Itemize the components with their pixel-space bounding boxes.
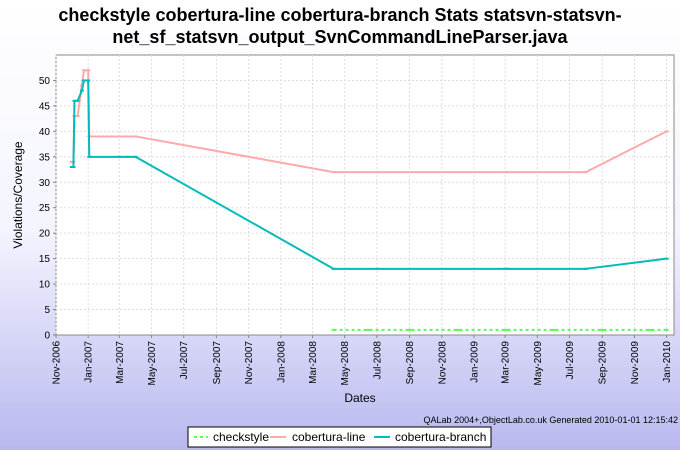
y-tick-label: 50 [39,76,51,87]
legend-label-checkstyle: checkstyle [213,430,269,444]
x-tick-label: Jan-2009 [469,341,480,383]
y-tick-label: 20 [39,229,51,240]
series-layer [69,69,669,331]
x-tick-label: Nov-2007 [244,341,255,385]
legend-label-cobertura-line: cobertura-line [292,430,366,444]
x-tick-label: May-2009 [533,341,544,386]
x-tick-label: May-2008 [340,341,351,386]
x-tick-label: Jan-2007 [84,341,95,383]
x-tick-label: Mar-2009 [501,341,512,384]
y-tick-label: 5 [44,305,50,316]
y-tick-label: 0 [44,331,50,342]
x-tick-label: Jan-2010 [662,341,673,383]
x-tick-label: Mar-2008 [308,341,319,384]
legend-label-cobertura-branch: cobertura-branch [395,430,486,444]
x-tick-label: May-2007 [147,341,158,386]
y-tick-label: 45 [39,101,51,112]
x-tick-label: Jul-2007 [179,341,190,380]
x-tick-label: Mar-2007 [115,341,126,384]
x-tick-label: Jul-2009 [565,341,576,380]
legend: checkstyle cobertura-line cobertura-bran… [187,426,492,448]
y-tick-label: 35 [39,152,51,163]
x-tick-label: Sep-2007 [212,341,223,385]
x-tick-label: Sep-2008 [405,341,416,385]
x-tick-label: Jan-2008 [276,341,287,383]
y-ticks: 0 5 10 15 20 25 30 35 40 45 50 [39,76,56,342]
y-tick-label: 25 [39,203,51,214]
x-tick-label: Jul-2008 [372,341,383,380]
y-tick-label: 10 [39,280,51,291]
x-tick-label: Nov-2008 [437,341,448,385]
x-tick-label: Nov-2006 [52,341,63,385]
chart-title-line-1: checkstyle cobertura-line cobertura-bran… [58,5,621,25]
legend-box [187,426,492,448]
grid-layer [55,55,674,335]
credit-text: QALab 2004+,ObjectLab.co.uk Generated 20… [424,415,678,425]
x-tick-label: Sep-2009 [598,341,609,385]
y-tick-label: 15 [39,254,51,265]
plot-area [55,54,675,336]
x-tick-label: Nov-2009 [630,341,641,385]
chart-title-line-2: net_sf_statsvn_output_SvnCommandLinePars… [112,27,568,47]
x-axis-title: Dates [344,391,375,405]
x-ticks: Nov-2006 Jan-2007 Mar-2007 May-2007 Jul-2007… [52,335,673,386]
y-axis-title: Violations/Coverage [11,141,25,249]
y-tick-label: 30 [39,178,51,189]
y-tick-label: 40 [39,127,51,138]
